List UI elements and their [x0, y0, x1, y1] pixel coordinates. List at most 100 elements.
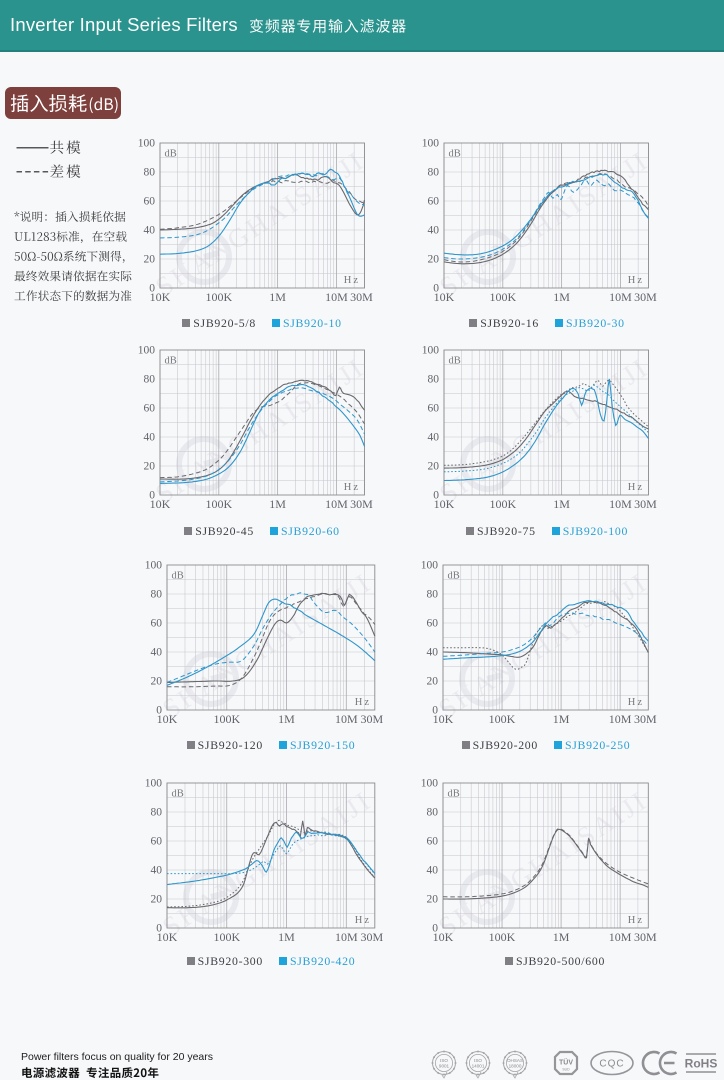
svg-text:20: 20 — [427, 676, 439, 688]
svg-text:30M: 30M — [634, 930, 657, 944]
svg-text:dB: dB — [448, 571, 460, 582]
svg-text:100K: 100K — [205, 497, 232, 511]
svg-text:100K: 100K — [490, 290, 517, 304]
svg-text:30M: 30M — [350, 290, 373, 304]
svg-text:10M: 10M — [335, 712, 358, 726]
svg-text:OHSAS: OHSAS — [507, 1058, 523, 1063]
svg-text:Hz: Hz — [628, 482, 644, 493]
svg-text:10M: 10M — [609, 290, 632, 304]
svg-text:10M: 10M — [335, 930, 358, 944]
svg-text:60: 60 — [143, 402, 155, 414]
svg-text:20: 20 — [427, 894, 439, 906]
svg-text:Hz: Hz — [628, 275, 644, 286]
svg-text:1M: 1M — [554, 290, 571, 304]
svg-text:60: 60 — [151, 836, 163, 848]
svg-text:60: 60 — [143, 196, 155, 208]
svg-text:40: 40 — [428, 225, 440, 237]
svg-text:10K: 10K — [157, 712, 178, 726]
svg-text:dB: dB — [172, 570, 184, 581]
svg-text:10K: 10K — [149, 497, 170, 511]
svg-text:100: 100 — [421, 778, 439, 790]
svg-text:Hz: Hz — [343, 482, 359, 493]
svg-text:18000: 18000 — [509, 1064, 522, 1069]
svg-text:20: 20 — [151, 894, 163, 906]
svg-text:10M: 10M — [609, 497, 632, 511]
svg-text:100: 100 — [137, 344, 155, 356]
svg-text:20: 20 — [151, 675, 163, 687]
svg-text:Hz: Hz — [355, 697, 371, 708]
svg-text:dB: dB — [449, 355, 461, 366]
svg-text:100K: 100K — [205, 290, 232, 304]
svg-text:0: 0 — [433, 923, 439, 935]
svg-text:1M: 1M — [554, 497, 571, 511]
svg-text:10K: 10K — [434, 497, 455, 511]
svg-text:20: 20 — [428, 254, 440, 266]
svg-text:100K: 100K — [214, 930, 241, 944]
svg-text:ISO: ISO — [440, 1058, 448, 1063]
svg-text:ISO: ISO — [474, 1058, 482, 1063]
svg-text:100K: 100K — [489, 712, 516, 726]
svg-text:80: 80 — [428, 373, 440, 385]
svg-text:100K: 100K — [214, 712, 241, 726]
svg-text:0: 0 — [149, 283, 155, 295]
svg-text:100K: 100K — [489, 930, 516, 944]
svg-text:40: 40 — [143, 225, 155, 237]
svg-text:0: 0 — [149, 489, 155, 501]
svg-text:40: 40 — [427, 647, 439, 659]
svg-text:80: 80 — [427, 589, 439, 601]
svg-text:1M: 1M — [278, 712, 295, 726]
svg-text:20: 20 — [143, 254, 155, 266]
svg-text:Hz: Hz — [628, 915, 644, 926]
svg-text:0: 0 — [157, 704, 163, 716]
svg-text:10K: 10K — [433, 712, 454, 726]
svg-text:10M: 10M — [325, 497, 348, 511]
svg-text:1M: 1M — [269, 290, 286, 304]
svg-text:RoHS: RoHS — [685, 1057, 718, 1071]
svg-text:1M: 1M — [553, 712, 570, 726]
svg-text:Hz: Hz — [628, 697, 644, 708]
svg-text:60: 60 — [428, 196, 440, 208]
svg-text:1M: 1M — [278, 930, 295, 944]
svg-text:10K: 10K — [433, 930, 454, 944]
svg-text:TÜV: TÜV — [559, 1058, 573, 1067]
svg-text:SUD: SUD — [562, 1068, 570, 1072]
svg-text:0: 0 — [433, 705, 439, 717]
svg-text:60: 60 — [151, 617, 163, 629]
svg-text:100: 100 — [422, 138, 440, 150]
svg-text:30M: 30M — [350, 497, 373, 511]
svg-text:60: 60 — [427, 836, 439, 848]
svg-text:80: 80 — [427, 807, 439, 819]
svg-text:10K: 10K — [149, 290, 170, 304]
svg-text:0: 0 — [157, 923, 163, 935]
svg-text:40: 40 — [143, 431, 155, 443]
svg-text:100: 100 — [421, 560, 439, 572]
svg-text:dB: dB — [164, 355, 176, 366]
svg-text:100: 100 — [145, 778, 163, 790]
svg-text:10K: 10K — [434, 290, 455, 304]
svg-text:1M: 1M — [553, 930, 570, 944]
svg-text:40: 40 — [428, 431, 440, 443]
svg-text:40: 40 — [427, 865, 439, 877]
svg-text:CQC: CQC — [599, 1059, 624, 1070]
svg-text:0: 0 — [434, 489, 440, 501]
svg-text:100: 100 — [422, 344, 440, 356]
svg-text:100: 100 — [137, 138, 155, 150]
svg-text:dB: dB — [164, 149, 176, 160]
svg-text:30M: 30M — [634, 712, 657, 726]
svg-text:20: 20 — [143, 460, 155, 472]
svg-text:80: 80 — [151, 807, 163, 819]
svg-text:Hz: Hz — [343, 275, 359, 286]
svg-text:100: 100 — [145, 559, 163, 571]
svg-text:30M: 30M — [361, 712, 384, 726]
svg-text:dB: dB — [448, 789, 460, 800]
svg-text:80: 80 — [428, 167, 440, 179]
svg-text:14001: 14001 — [472, 1064, 485, 1069]
svg-text:10M: 10M — [609, 712, 632, 726]
svg-text:dB: dB — [449, 149, 461, 160]
svg-text:30M: 30M — [635, 290, 658, 304]
svg-text:60: 60 — [428, 402, 440, 414]
svg-text:1M: 1M — [269, 497, 286, 511]
svg-text:30M: 30M — [635, 497, 658, 511]
svg-text:9001: 9001 — [439, 1064, 450, 1069]
svg-text:Hz: Hz — [355, 915, 371, 926]
